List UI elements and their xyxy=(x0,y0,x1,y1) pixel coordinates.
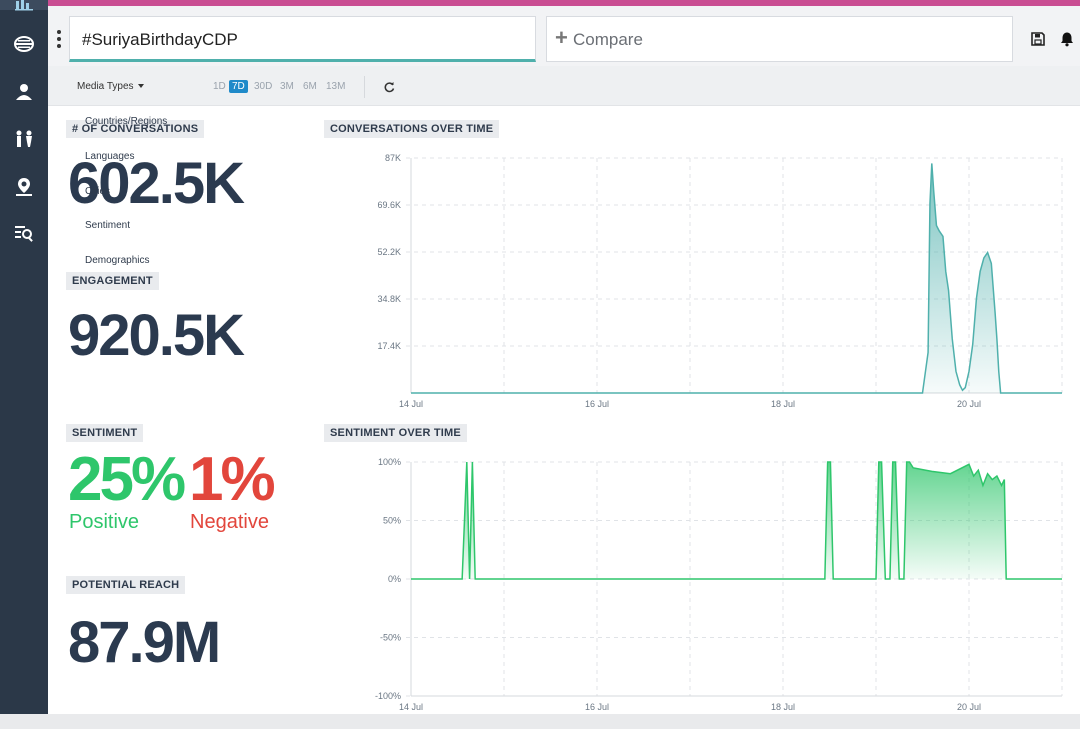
positive-label: Positive xyxy=(69,511,140,533)
refresh-icon[interactable] xyxy=(383,80,395,93)
y-tick-label: 87K xyxy=(385,153,401,163)
range-7d[interactable]: 7D xyxy=(229,80,248,93)
y-tick-label: 17.4K xyxy=(377,341,401,351)
y-tick-label: -50% xyxy=(380,633,401,643)
footer-bar xyxy=(0,714,1080,729)
sentiment-chart-svg: 100% 50% 0% -50% -100%14 Jul 16 Jul 18 Jul 20 J… xyxy=(375,457,1063,712)
range-6m[interactable]: 6M xyxy=(303,81,317,92)
x-tick-label: 18 Jul xyxy=(771,702,795,712)
dashboard-icon[interactable] xyxy=(12,0,36,14)
y-tick-label: 0% xyxy=(388,574,401,584)
bell-icon[interactable] xyxy=(1059,31,1075,47)
conversations-label: # OF CONVERSATIONS xyxy=(66,120,205,138)
x-tick-label: 20 Jul xyxy=(957,399,981,409)
search-input[interactable]: #SuriyaBirthdayCDP xyxy=(69,16,536,62)
demographics-icon[interactable] xyxy=(12,127,36,151)
range-1d[interactable]: 1D xyxy=(213,81,226,92)
negative-percent: 1% xyxy=(189,445,276,514)
main-panel: # OF CONVERSATIONS 602.5K ENGAGEMENT 920… xyxy=(48,106,1080,714)
conversations-chart-svg: 87K 69.6K 52.2K 34.8K 17.4K 14 Jul 16 Jul 18 Ju… xyxy=(377,153,1063,409)
negative-label: Negative xyxy=(190,511,269,533)
sidebar xyxy=(0,0,48,714)
x-tick-label: 20 Jul xyxy=(957,702,981,712)
y-tick-label: 69.6K xyxy=(377,200,401,210)
kebab-menu-icon[interactable] xyxy=(57,30,61,48)
series-area xyxy=(411,163,1062,393)
media-types-label: Media Types xyxy=(77,81,134,92)
range-3m[interactable]: 3M xyxy=(280,81,294,92)
compare-label: Compare xyxy=(573,30,643,49)
engagement-label: ENGAGEMENT xyxy=(66,272,159,290)
sentiment-label: SENTIMENT xyxy=(66,424,144,442)
range-13m[interactable]: 13M xyxy=(326,81,346,92)
plus-icon: + xyxy=(555,25,568,50)
top-accent-stripe xyxy=(48,0,1080,6)
conversations-value: 602.5K xyxy=(68,151,245,216)
y-tick-label: 50% xyxy=(383,516,401,526)
y-tick-label: 52.2K xyxy=(377,247,401,257)
reach-label: POTENTIAL REACH xyxy=(66,576,186,594)
x-tick-label: 18 Jul xyxy=(771,399,795,409)
series-line xyxy=(411,461,1062,580)
dropdown-item-languages[interactable]: Languages xyxy=(85,151,135,162)
sentiment-chart-title: SENTIMENT OVER TIME xyxy=(324,424,467,442)
compare-input[interactable]: + Compare xyxy=(546,16,1013,62)
search-query: #SuriyaBirthdayCDP xyxy=(82,30,238,49)
series-line xyxy=(411,163,1062,394)
chevron-down-icon xyxy=(137,84,144,89)
dropdown-item-sentiment[interactable]: Sentiment xyxy=(85,220,131,231)
conversations-chart-title: CONVERSATIONS OVER TIME xyxy=(324,120,500,138)
search-filter-icon[interactable] xyxy=(12,221,36,245)
range-30d[interactable]: 30D xyxy=(254,81,273,92)
x-tick-label: 16 Jul xyxy=(585,399,609,409)
x-tick-label: 14 Jul xyxy=(399,399,423,409)
media-types-dropdown[interactable]: Media Types xyxy=(77,81,144,92)
engagement-value: 920.5K xyxy=(68,303,245,368)
dropdown-item-countries[interactable]: Countries/Regions xyxy=(85,116,168,127)
save-icon[interactable] xyxy=(1030,31,1046,47)
x-tick-label: 14 Jul xyxy=(399,702,423,712)
y-tick-label: 100% xyxy=(378,457,401,467)
x-tick-label: 16 Jul xyxy=(585,702,609,712)
location-icon[interactable] xyxy=(12,175,36,199)
series-area xyxy=(411,462,1062,579)
reach-value: 87.9M xyxy=(68,610,221,675)
influencer-icon[interactable] xyxy=(12,80,36,104)
positive-percent: 25% xyxy=(68,445,186,514)
y-tick-label: 34.8K xyxy=(377,294,401,304)
dropdown-item-cities[interactable]: Cities xyxy=(85,186,111,197)
y-tick-label: -100% xyxy=(375,691,401,701)
top-bar: #SuriyaBirthdayCDP + Compare xyxy=(48,6,1080,66)
sentiment-icon[interactable] xyxy=(12,32,36,56)
divider xyxy=(364,76,365,98)
filter-bar: Media Types 1D 7D 30D 3M 6M 13M xyxy=(48,66,1080,106)
dropdown-item-demographics[interactable]: Demographics xyxy=(85,255,150,266)
